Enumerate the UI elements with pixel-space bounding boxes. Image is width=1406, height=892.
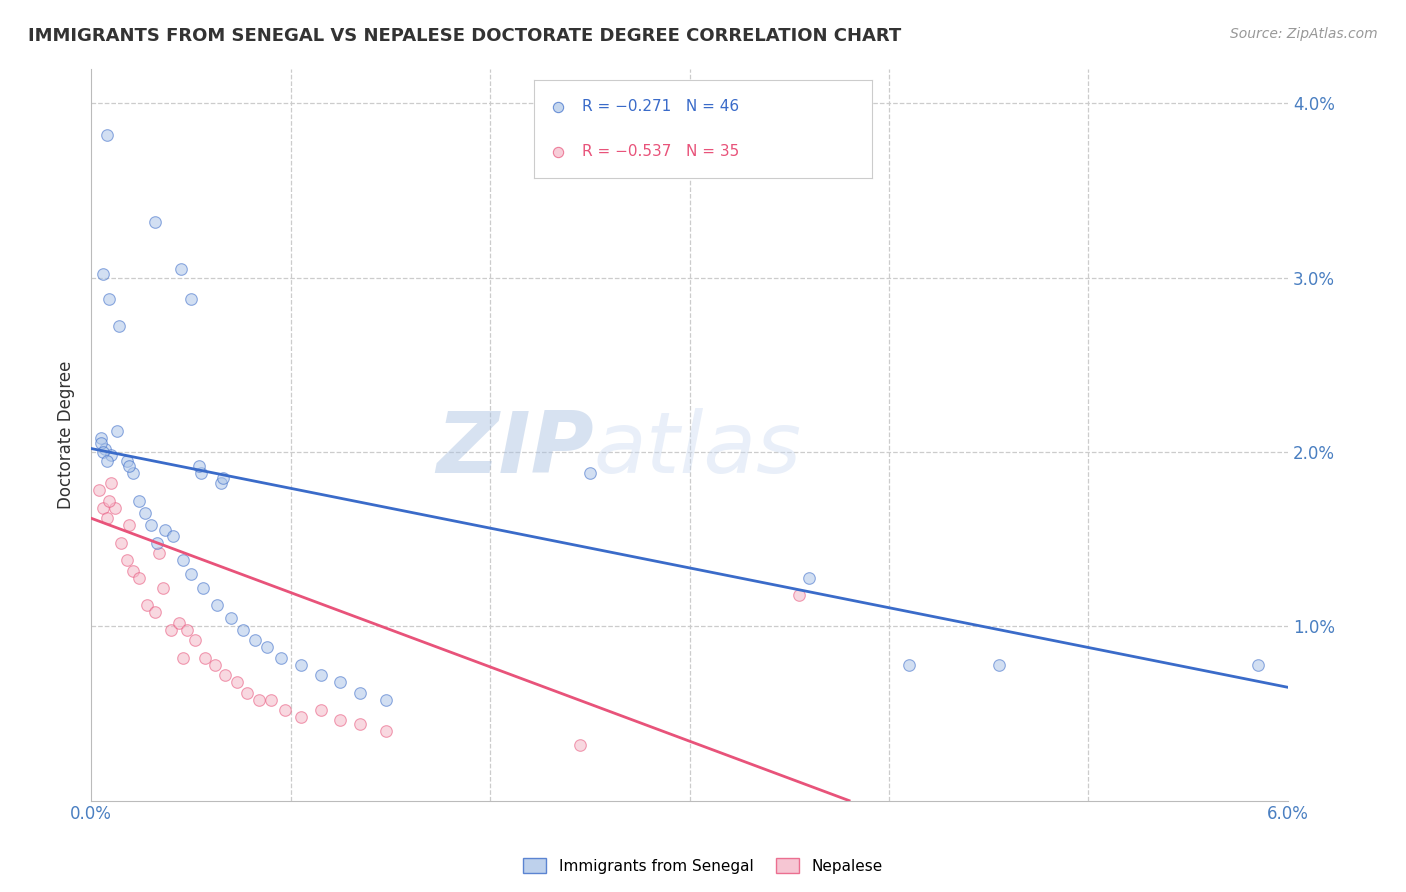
- Point: [94, 442, 117, 456]
- Point: [547, 145, 569, 159]
- Point: [260, 692, 283, 706]
- Point: [91, 267, 114, 281]
- Point: [139, 518, 162, 533]
- Text: R = −0.537   N = 35: R = −0.537 N = 35: [582, 145, 738, 160]
- Point: [128, 570, 150, 584]
- Point: [143, 606, 166, 620]
- Point: [219, 610, 242, 624]
- Point: [897, 657, 920, 672]
- Point: [270, 650, 292, 665]
- Point: [167, 615, 190, 630]
- Point: [225, 675, 247, 690]
- Point: [110, 535, 132, 549]
- Legend: Immigrants from Senegal, Nepalese: Immigrants from Senegal, Nepalese: [517, 852, 889, 880]
- Point: [134, 506, 156, 520]
- Point: [96, 511, 118, 525]
- Point: [91, 445, 114, 459]
- Point: [349, 685, 371, 699]
- Point: [153, 524, 176, 538]
- Y-axis label: Doctorate Degree: Doctorate Degree: [58, 360, 75, 508]
- Point: [247, 692, 270, 706]
- Point: [118, 458, 141, 473]
- Text: atlas: atlas: [593, 408, 801, 491]
- Point: [329, 675, 352, 690]
- Point: [256, 640, 278, 655]
- Point: [143, 215, 166, 229]
- Point: [170, 262, 193, 277]
- Point: [190, 466, 212, 480]
- Point: [162, 529, 184, 543]
- Point: [204, 657, 226, 672]
- Point: [799, 570, 821, 584]
- Text: R = −0.271   N = 46: R = −0.271 N = 46: [582, 99, 738, 114]
- Point: [290, 710, 312, 724]
- Point: [118, 518, 141, 533]
- Point: [1247, 657, 1270, 672]
- Text: Source: ZipAtlas.com: Source: ZipAtlas.com: [1230, 27, 1378, 41]
- Text: ZIP: ZIP: [436, 408, 593, 491]
- Point: [122, 466, 145, 480]
- Point: [568, 738, 591, 752]
- Point: [578, 466, 600, 480]
- Point: [194, 650, 217, 665]
- Point: [232, 623, 254, 637]
- Point: [205, 599, 228, 613]
- Point: [172, 650, 194, 665]
- Point: [91, 500, 114, 515]
- Point: [105, 424, 128, 438]
- Point: [90, 436, 112, 450]
- Point: [146, 535, 169, 549]
- Point: [104, 500, 127, 515]
- Point: [211, 471, 233, 485]
- Text: IMMIGRANTS FROM SENEGAL VS NEPALESE DOCTORATE DEGREE CORRELATION CHART: IMMIGRANTS FROM SENEGAL VS NEPALESE DOCT…: [28, 27, 901, 45]
- Point: [787, 588, 810, 602]
- Point: [547, 100, 569, 114]
- Point: [290, 657, 312, 672]
- Point: [160, 623, 183, 637]
- Point: [98, 292, 121, 306]
- Point: [108, 319, 131, 334]
- Point: [100, 476, 122, 491]
- Point: [987, 657, 1010, 672]
- Point: [243, 633, 266, 648]
- Point: [273, 703, 295, 717]
- Point: [309, 668, 332, 682]
- Point: [176, 623, 198, 637]
- Point: [235, 685, 257, 699]
- Point: [100, 449, 122, 463]
- Point: [349, 717, 371, 731]
- Point: [128, 493, 150, 508]
- Point: [375, 692, 398, 706]
- Point: [180, 292, 202, 306]
- Point: [136, 599, 159, 613]
- Point: [148, 546, 170, 560]
- Point: [329, 714, 352, 728]
- Point: [191, 581, 214, 595]
- Point: [115, 453, 138, 467]
- Point: [209, 476, 232, 491]
- Point: [98, 493, 121, 508]
- Point: [122, 564, 145, 578]
- Point: [89, 483, 111, 498]
- Point: [180, 567, 202, 582]
- Point: [184, 633, 207, 648]
- Point: [96, 453, 118, 467]
- Point: [115, 553, 138, 567]
- Point: [375, 723, 398, 738]
- Point: [90, 431, 112, 445]
- Point: [96, 128, 118, 142]
- Point: [214, 668, 236, 682]
- Point: [172, 553, 194, 567]
- Point: [309, 703, 332, 717]
- Point: [187, 458, 209, 473]
- Point: [152, 581, 174, 595]
